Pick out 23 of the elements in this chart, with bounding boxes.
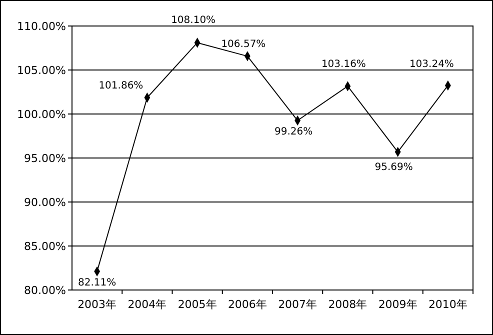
x-tick-label: 2003年 — [78, 298, 117, 311]
x-tick-label: 2005年 — [178, 298, 217, 311]
data-label: 106.57% — [221, 39, 266, 50]
x-tick-label: 2009年 — [378, 298, 418, 311]
y-tick-label: 105.00% — [17, 64, 66, 77]
y-tick-label: 85.00% — [24, 240, 66, 253]
x-tick-label: 2010年 — [428, 298, 468, 311]
data-label: 99.26% — [274, 126, 313, 138]
x-tick-label: 2006年 — [228, 298, 267, 311]
y-tick-label: 90.00% — [24, 196, 66, 209]
y-tick-label: 95.00% — [24, 152, 66, 165]
data-label: 101.86% — [98, 80, 144, 92]
y-tick-label: 80.00% — [24, 284, 66, 297]
data-label: 95.69% — [374, 162, 413, 173]
y-tick-label: 110.00% — [17, 20, 66, 33]
x-tick-label: 2004年 — [128, 298, 167, 311]
data-label: 103.24% — [409, 59, 454, 70]
data-label: 82.11% — [78, 277, 116, 288]
x-tick-label: 2007年 — [278, 298, 318, 311]
x-tick-label: 2008年 — [328, 298, 368, 311]
data-label: 108.10% — [171, 15, 216, 26]
data-label: 103.16% — [321, 59, 366, 70]
y-tick-label: 100.00% — [17, 108, 66, 121]
